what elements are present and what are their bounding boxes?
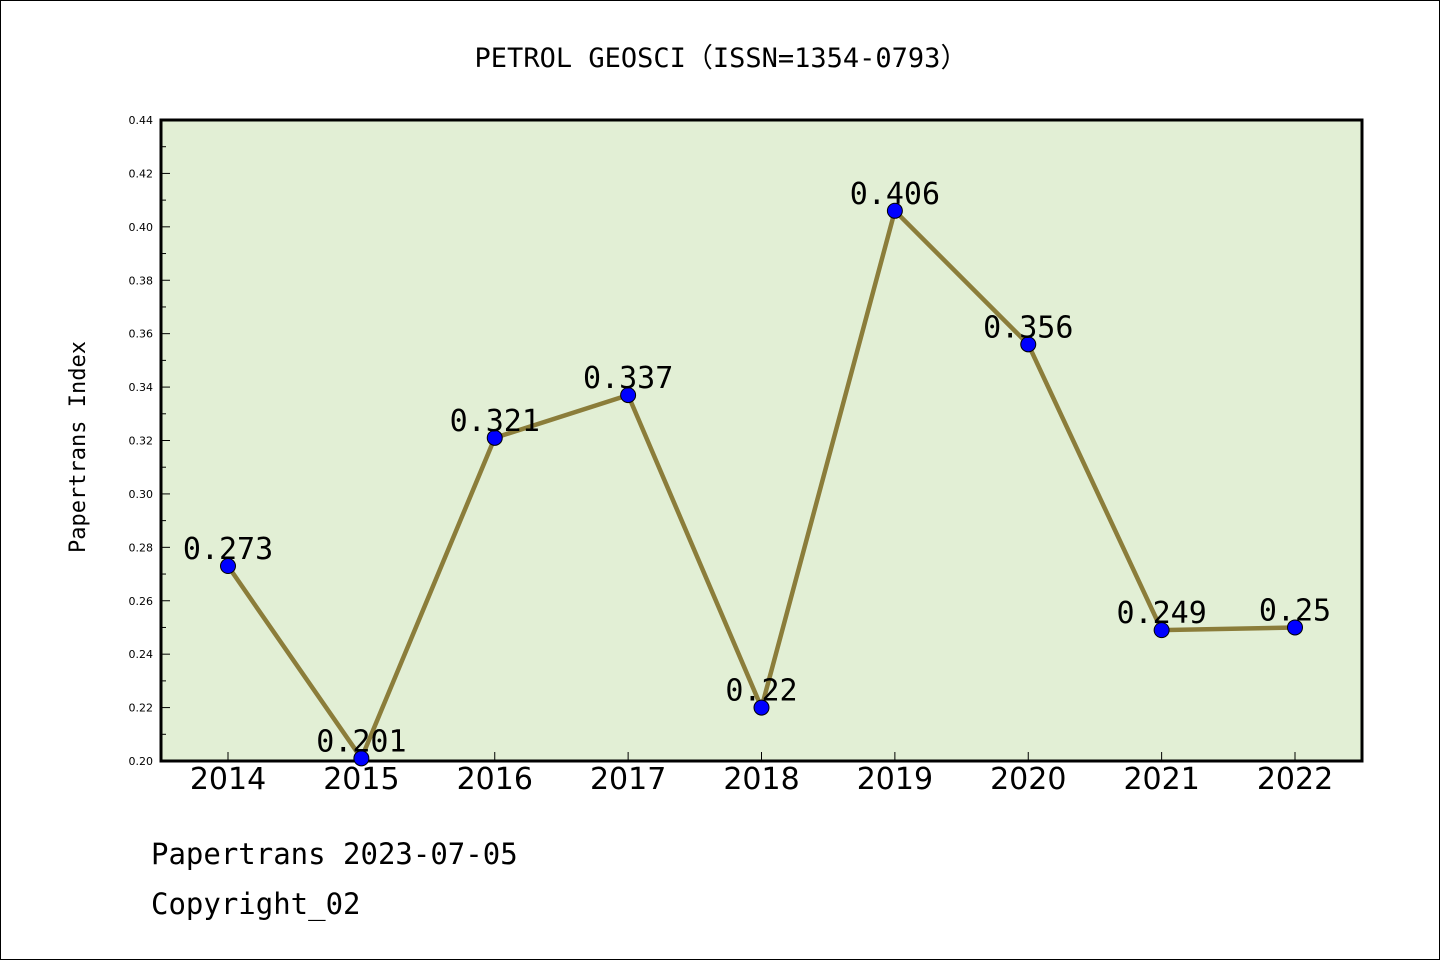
data-label: 0.406 <box>850 177 940 212</box>
data-label: 0.321 <box>450 404 540 439</box>
x-tick-label: 2014 <box>190 762 266 797</box>
y-tick-label: 0.22 <box>129 702 154 715</box>
data-label: 0.22 <box>725 674 797 709</box>
data-point <box>1287 619 1303 636</box>
y-tick-label: 0.32 <box>129 435 154 448</box>
y-tick-label: 0.24 <box>129 648 154 661</box>
footer-date: Papertrans 2023-07-05 <box>151 837 518 871</box>
x-tick-label: 2016 <box>457 762 533 797</box>
y-tick-label: 0.26 <box>129 595 154 608</box>
data-label: 0.356 <box>983 310 1073 345</box>
data-point <box>353 750 370 767</box>
x-tick-label: 2022 <box>1257 762 1333 797</box>
y-tick-label: 0.38 <box>129 274 154 287</box>
x-tick-label: 2021 <box>1123 762 1199 797</box>
y-axis-title: Papertrans Index <box>66 341 91 553</box>
y-tick-label: 0.44 <box>129 114 154 127</box>
data-point <box>1153 622 1170 639</box>
y-tick-label: 0.30 <box>129 488 154 501</box>
x-tick-label: 2017 <box>590 762 666 797</box>
y-tick-label: 0.20 <box>129 755 154 768</box>
data-label: 0.337 <box>583 361 673 396</box>
y-axis: 0.20 0.22 0.24 0.26 0.28 0.30 0.32 0.34 0.36 0.38… <box>129 114 170 768</box>
data-point <box>1020 336 1037 353</box>
data-point <box>753 699 770 716</box>
chart-title: PETROL GEOSCI（ISSN=1354-0793） <box>475 43 968 74</box>
x-axis: 2014 2015 2016 2017 2018 2019 2020 2021 2022 <box>190 752 1333 797</box>
data-point <box>886 202 903 219</box>
data-label: 0.25 <box>1259 593 1331 628</box>
plot-area <box>159 118 1364 763</box>
y-tick-label: 0.28 <box>129 541 154 554</box>
data-labels: 0.273 0.201 0.321 0.337 0.22 0.406 0.356 0.249 0… <box>183 177 1331 760</box>
x-tick-label: 2019 <box>857 762 933 797</box>
data-point <box>620 387 637 404</box>
y-tick-label: 0.40 <box>129 221 154 234</box>
data-label: 0.201 <box>316 724 406 759</box>
data-label: 0.273 <box>183 532 273 567</box>
data-point <box>486 429 503 446</box>
data-label: 0.249 <box>1116 596 1206 631</box>
x-tick-label: 2015 <box>323 762 399 797</box>
data-point <box>220 558 236 575</box>
x-tick-label: 2020 <box>990 762 1066 797</box>
series <box>220 202 1303 767</box>
y-tick-label: 0.42 <box>129 167 154 180</box>
y-tick-label: 0.34 <box>129 381 154 394</box>
footer-copyright: Copyright_02 <box>151 887 361 921</box>
x-tick-label: 2018 <box>723 762 799 797</box>
y-tick-label: 0.36 <box>129 328 154 341</box>
